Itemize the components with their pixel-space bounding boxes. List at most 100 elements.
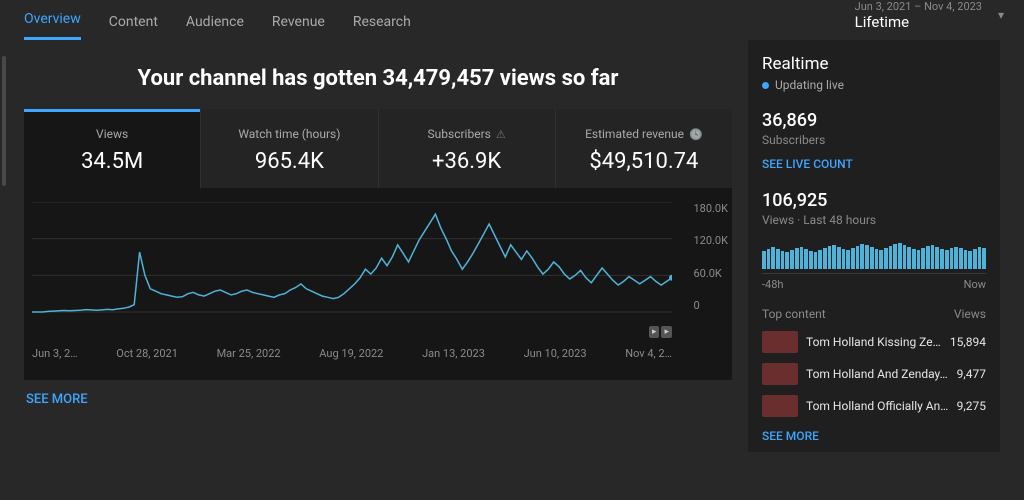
spark-bar — [800, 247, 804, 269]
spark-bar — [804, 249, 808, 269]
x-tick: Aug 19, 2022 — [319, 347, 383, 360]
chart-mode-chips: ▸ ▸ — [649, 326, 672, 338]
page-headline: Your channel has gotten 34,479,457 views… — [24, 66, 732, 91]
y-tick: 120.0K — [693, 234, 728, 247]
video-title: Tom Holland Kissing Ze… — [806, 335, 942, 349]
spark-bar — [959, 248, 963, 269]
spark-bar — [945, 250, 949, 269]
tab-research[interactable]: Research — [353, 14, 411, 40]
x-tick: Mar 25, 2022 — [217, 347, 281, 360]
subscriber-count: 36,869 — [762, 110, 986, 131]
spark-bar — [823, 248, 827, 269]
metric-tab-estimated-revenue[interactable]: Estimated revenue🕓$49,510.74 — [555, 109, 732, 188]
metric-tab-subscribers[interactable]: Subscribers⚠ +36.9K — [378, 109, 555, 188]
chart-x-axis: Jun 3, 2… Oct 28, 2021 Mar 25, 2022 Aug 19,… — [32, 347, 672, 360]
metric-tab-views[interactable]: Views 34.5M — [24, 109, 200, 188]
spark-bar — [790, 250, 794, 269]
top-bar: Overview Content Audience Revenue Research J… — [0, 0, 1024, 40]
spark-bar — [795, 248, 799, 269]
spark-bar — [851, 248, 855, 269]
top-content-row[interactable]: Tom Holland And Zenday…9,477 — [762, 363, 986, 385]
top-content-row[interactable]: Tom Holland Kissing Ze…15,894 — [762, 331, 986, 353]
tab-content[interactable]: Content — [109, 14, 158, 40]
x-tick: Jun 10, 2023 — [524, 347, 587, 360]
spark-bar — [950, 248, 954, 269]
spark-bar — [842, 249, 846, 269]
spark-bar — [837, 247, 841, 269]
spark-bar — [776, 249, 780, 269]
spark-bar — [809, 251, 813, 269]
chevron-down-icon: ▾ — [998, 8, 1004, 22]
spark-bar — [889, 246, 893, 269]
realtime-title: Realtime — [762, 54, 986, 74]
metric-value: +36.9K — [387, 149, 547, 174]
views-48h-label: Views · Last 48 hours — [762, 213, 986, 227]
chip-icon[interactable]: ▸ — [661, 326, 672, 338]
y-tick: 180.0K — [693, 202, 728, 215]
realtime-panel: Realtime Updating live 36,869 Subscriber… — [748, 40, 1000, 452]
spark-bar — [917, 250, 921, 269]
realtime-views: 106,925 Views · Last 48 hours -48h Now — [762, 190, 986, 291]
see-more-link[interactable]: SEE MORE — [26, 392, 88, 407]
metrics-card: Views34.5MWatch time (hours)965.4KSubscr… — [24, 109, 732, 380]
spark-bar — [785, 252, 789, 269]
spark-bar — [781, 251, 785, 269]
video-thumbnail — [762, 331, 798, 353]
top-content-see-more-link[interactable]: SEE MORE — [762, 429, 819, 443]
top-content-views-label: Views — [954, 307, 986, 321]
spark-bar — [767, 249, 771, 269]
metric-label: Subscribers⚠ — [387, 127, 547, 141]
see-live-count-link[interactable]: SEE LIVE COUNT — [762, 157, 853, 171]
scroll-indicator — [2, 56, 6, 186]
spark-bar — [893, 244, 897, 269]
spark-bar — [903, 245, 907, 269]
metric-label: Estimated revenue🕓 — [564, 127, 724, 141]
clock-icon: 🕓 — [689, 128, 703, 141]
video-views: 9,275 — [957, 399, 986, 413]
video-thumbnail — [762, 363, 798, 385]
subscriber-label: Subscribers — [762, 133, 986, 147]
top-content-row[interactable]: Tom Holland Officially An…9,275 — [762, 395, 986, 417]
spark-bar — [907, 247, 911, 269]
spark-bar — [921, 248, 925, 269]
x-tick: Jun 3, 2… — [32, 347, 78, 360]
spark-bar — [940, 249, 944, 269]
spark-bar — [926, 246, 930, 269]
spark-bar — [870, 247, 874, 269]
video-thumbnail — [762, 395, 798, 417]
spark-bar — [968, 251, 972, 269]
date-range-picker[interactable]: Jun 3, 2021 – Nov 4, 2023 Lifetime ▾ — [855, 0, 1000, 40]
y-tick: 0 — [693, 299, 728, 312]
spark-bar — [898, 243, 902, 269]
views-sparkline — [762, 237, 986, 269]
tab-overview[interactable]: Overview — [24, 11, 81, 40]
tab-revenue[interactable]: Revenue — [272, 14, 325, 40]
date-range-value: Lifetime — [855, 13, 982, 31]
spark-x-right: Now — [964, 278, 986, 291]
metric-value: 965.4K — [209, 149, 369, 174]
spark-bar — [912, 249, 916, 269]
spark-bar — [832, 245, 836, 269]
chart-y-axis: 180.0K120.0K60.0K0 — [693, 202, 728, 312]
chip-icon[interactable]: ▸ — [649, 326, 660, 338]
x-tick: Nov 4, 2… — [625, 347, 672, 360]
top-content-label: Top content — [762, 307, 826, 321]
sparkline-x-axis: -48h Now — [762, 273, 986, 291]
nav-tabs: Overview Content Audience Revenue Research — [24, 0, 411, 40]
spark-x-left: -48h — [762, 278, 783, 291]
tab-audience[interactable]: Audience — [186, 14, 244, 40]
x-tick: Oct 28, 2021 — [116, 347, 178, 360]
realtime-live-indicator: Updating live — [762, 78, 986, 92]
metric-value: 34.5M — [32, 149, 192, 174]
spark-bar — [865, 245, 869, 269]
metric-label: Views — [32, 127, 192, 141]
date-range-label: Jun 3, 2021 – Nov 4, 2023 — [855, 0, 982, 13]
live-label: Updating live — [775, 78, 844, 92]
spark-bar — [814, 252, 818, 269]
spark-bar — [879, 250, 883, 269]
warning-icon: ⚠ — [496, 128, 506, 141]
metric-tab-watch-time-hours-[interactable]: Watch time (hours)965.4K — [200, 109, 377, 188]
spark-bar — [935, 247, 939, 269]
spark-bar — [818, 250, 822, 269]
views-chart: 180.0K120.0K60.0K0 Jun 3, 2…Oct 28, 2021… — [24, 202, 732, 372]
